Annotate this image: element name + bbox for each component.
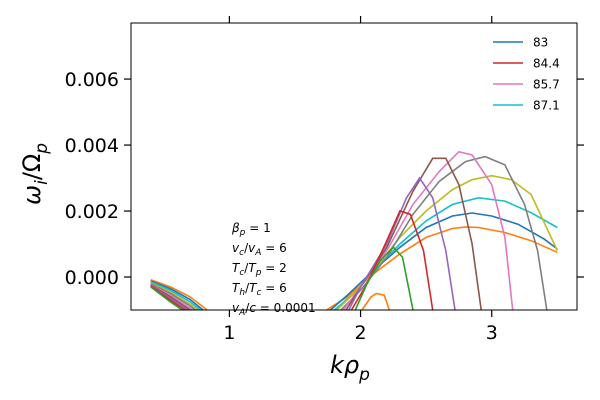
- series-line-right-3: [336, 174, 559, 310]
- parameter-annotation: βp = 1 vc/vA = 6 Tc/Tp = 2 Th/Tc = 6 vA/c = …: [231, 221, 316, 318]
- legend-label: 84.4: [533, 57, 560, 71]
- series-line-left-2: [150, 281, 201, 310]
- series-line-left-0: [150, 278, 208, 310]
- series-line-right-4: [340, 155, 548, 310]
- series-line-left-8: [150, 285, 186, 310]
- annotation-line: vA/c = 0.0001: [232, 301, 316, 318]
- annotation-line: βp = 1: [231, 221, 271, 238]
- y-tick-label: 0.002: [65, 201, 119, 223]
- axis-ticks: 1 2 3 0.000 0.002 0.004 0.006: [65, 16, 584, 344]
- series-line-left-6: [150, 284, 191, 310]
- annotation-line: vc/vA = 6: [232, 241, 287, 258]
- legend-label: 83: [533, 36, 548, 50]
- x-axis-label: kρp: [330, 351, 370, 385]
- y-tick-label: 0.006: [65, 69, 119, 91]
- series-line-right-10: [361, 292, 391, 310]
- legend-label: 87.1: [533, 99, 560, 113]
- series-line-left-9: [150, 286, 183, 310]
- data-lines: [150, 150, 559, 310]
- y-axis-label: ωi/Ωp: [18, 143, 52, 205]
- x-tick-label: 3: [486, 322, 498, 344]
- y-tick-label: 0.000: [65, 267, 119, 289]
- x-tick-label: 2: [355, 322, 367, 344]
- series-line-left-3: [150, 282, 199, 310]
- series-line-right-5: [342, 150, 514, 310]
- legend: 83 84.4 85.7 87.1: [493, 36, 560, 113]
- y-tick-label: 0.004: [65, 135, 119, 157]
- series-line-right-1: [329, 212, 558, 310]
- x-tick-label: 1: [223, 322, 235, 344]
- series-line-left-1: [150, 280, 204, 310]
- legend-label: 85.7: [533, 78, 560, 92]
- series-line-left-4: [150, 282, 196, 310]
- annotation-line: Th/Tc = 6: [232, 281, 287, 298]
- plot-frame: [130, 22, 578, 311]
- annotation-line: Tc/Tp = 2: [232, 261, 287, 278]
- series-line-right-6: [345, 157, 482, 310]
- series-line-right-7: [348, 176, 456, 310]
- series-line-right-9: [354, 246, 414, 310]
